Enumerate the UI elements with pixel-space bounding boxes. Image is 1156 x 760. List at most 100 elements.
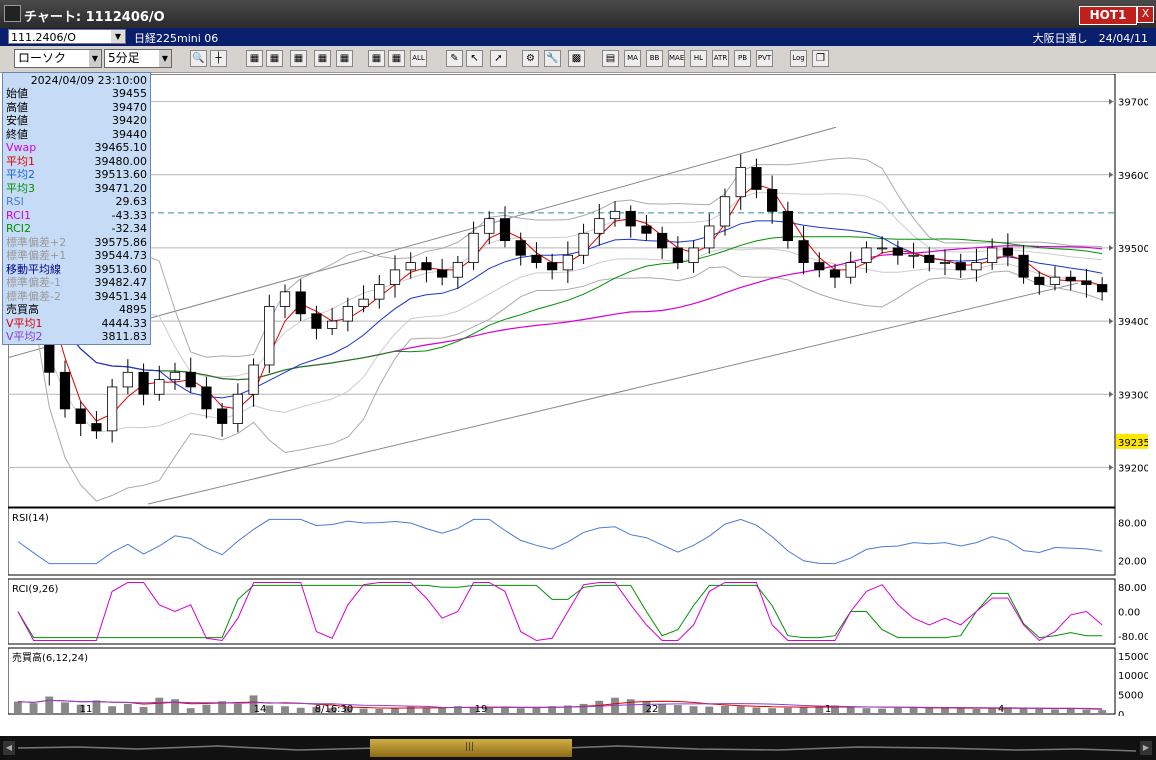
tool9-button[interactable]: ▦ bbox=[388, 50, 405, 67]
chart-type-select[interactable]: ローソク ▼ bbox=[14, 49, 102, 68]
data-row-value: 4895 bbox=[119, 303, 147, 316]
tool7-button[interactable]: ▦ bbox=[336, 50, 353, 67]
tool8-button[interactable]: ▦ bbox=[368, 50, 385, 67]
candle-body bbox=[59, 371, 71, 410]
price-frame bbox=[8, 74, 1116, 508]
x-axis-label: 14 bbox=[254, 704, 267, 715]
tool-icon: ▦ bbox=[317, 53, 328, 64]
scroll-left-icon[interactable]: ◀ bbox=[3, 741, 15, 755]
symbol-bar: 111.2406/O ▼ 日経225mini 06 大阪日通し 24/04/11 bbox=[0, 28, 1156, 46]
data-row: RSI 29.63 bbox=[6, 195, 150, 208]
candle-body bbox=[405, 262, 416, 271]
pb-button[interactable]: PB bbox=[734, 50, 751, 67]
data-row-label: RSI bbox=[6, 195, 24, 208]
scroll-thumb[interactable]: ||| bbox=[370, 739, 572, 757]
zoom-button[interactable]: 🔍 bbox=[190, 50, 207, 67]
candle-body bbox=[767, 189, 778, 212]
tool3-button[interactable]: ▦ bbox=[246, 50, 263, 67]
hl-button[interactable]: HL bbox=[690, 50, 707, 67]
chevron-down-icon[interactable]: ▼ bbox=[159, 50, 171, 67]
tool5-button[interactable]: ▦ bbox=[290, 50, 307, 67]
candle-body bbox=[122, 371, 133, 388]
tool4-button[interactable]: ▦ bbox=[266, 50, 283, 67]
rci-fast-line bbox=[17, 582, 1103, 642]
log-button[interactable]: Log bbox=[790, 50, 807, 67]
volume-bar bbox=[469, 707, 478, 714]
rsi-tick-label: 20.00 bbox=[1118, 556, 1147, 567]
mae-button[interactable]: MAE bbox=[668, 50, 685, 67]
window-button[interactable]: ❐ bbox=[812, 50, 829, 67]
atr-button[interactable]: ATR bbox=[712, 50, 729, 67]
candle-body bbox=[782, 210, 793, 242]
symbol-select[interactable]: 111.2406/O ▼ bbox=[8, 29, 126, 44]
volume-bar bbox=[328, 708, 337, 714]
close-button[interactable]: X bbox=[1137, 6, 1154, 23]
volume-bar bbox=[878, 708, 887, 714]
crosshair-icon: ┼ bbox=[215, 53, 222, 64]
hot-button[interactable]: HOT1 bbox=[1079, 6, 1137, 25]
volume-bar bbox=[218, 701, 227, 714]
volume-bar bbox=[548, 706, 557, 714]
candle-body bbox=[358, 298, 369, 307]
volume-bar bbox=[768, 708, 777, 714]
bb-button[interactable]: BB bbox=[646, 50, 663, 67]
data-row-label: 移動平均線 bbox=[6, 262, 61, 276]
volume-bar bbox=[108, 706, 117, 714]
pointer-button[interactable]: ↖ bbox=[466, 50, 483, 67]
pvt-button[interactable]: PVT bbox=[756, 50, 773, 67]
data-row: 平均3 39471.20 bbox=[6, 182, 150, 195]
pb-button-label: PB bbox=[737, 54, 748, 62]
pen-button[interactable]: ✎ bbox=[446, 50, 463, 67]
volume-bar bbox=[438, 707, 447, 714]
color-button[interactable]: ▩ bbox=[568, 50, 585, 67]
settings-button[interactable]: ⚙ bbox=[522, 50, 539, 67]
chevron-down-icon[interactable]: ▼ bbox=[111, 30, 125, 43]
table-button[interactable]: ▤ bbox=[602, 50, 619, 67]
data-row-label: 標準偏差+1 bbox=[6, 249, 67, 262]
volume-bar bbox=[516, 708, 525, 714]
tool6-button[interactable]: ▦ bbox=[314, 50, 331, 67]
rsi-frame bbox=[8, 507, 1116, 576]
volume-bar bbox=[1098, 710, 1107, 714]
scroll-right-icon[interactable]: ▶ bbox=[1140, 741, 1152, 755]
time-scrollbar[interactable]: ◀ ||| ▶ bbox=[0, 736, 1156, 760]
candle-body bbox=[939, 262, 951, 264]
candle-body bbox=[107, 386, 118, 432]
volume-bar bbox=[501, 706, 509, 714]
rsi-panel[interactable]: RSI(14) 80.00 20.00 bbox=[8, 507, 1147, 576]
data-row-value: 39420 bbox=[112, 114, 147, 127]
rci-panel[interactable]: RCI(9,26) 80.00 0.00 -80.00 bbox=[8, 578, 1148, 645]
candle-body bbox=[138, 371, 149, 395]
data-row: 始値 39455 bbox=[6, 87, 150, 100]
volume-bar bbox=[1051, 709, 1059, 714]
candle-body bbox=[499, 218, 511, 242]
arrow-button[interactable]: ➚ bbox=[490, 50, 507, 67]
data-row: RCI2 -32.34 bbox=[6, 222, 150, 235]
volume-bar bbox=[296, 707, 305, 714]
wrench-button[interactable]: 🔧 bbox=[544, 50, 561, 67]
candle-body bbox=[484, 218, 495, 234]
volume-bar bbox=[359, 708, 368, 714]
volume-bar bbox=[13, 701, 22, 714]
timeframe-select[interactable]: 5分足 ▼ bbox=[104, 49, 172, 68]
gear-icon: ⚙ bbox=[526, 53, 535, 64]
data-row-value: 39451.34 bbox=[94, 289, 148, 303]
x-axis-label: 8/16:30 bbox=[315, 704, 354, 715]
volume-panel[interactable]: 売買高(6,12,24) 15000 10000 5000 0 bbox=[8, 647, 1148, 716]
volume-bar bbox=[783, 707, 792, 714]
candle-body bbox=[75, 408, 86, 424]
candle-body bbox=[609, 210, 621, 220]
rci-tick-label: 0.00 bbox=[1118, 608, 1140, 619]
crosshair-button[interactable]: ┼ bbox=[210, 50, 227, 67]
chart-area[interactable]: 39700 39600 39500 39400 39300 39200 39235 RSI(… bbox=[8, 74, 1148, 716]
data-row-value: -32.34 bbox=[111, 222, 147, 235]
ma-button[interactable]: MA bbox=[624, 50, 641, 67]
price-tick-label: 39700 bbox=[1118, 98, 1148, 109]
volume-bar bbox=[1082, 709, 1091, 714]
candle-body bbox=[1065, 276, 1076, 282]
all-button[interactable]: ALL bbox=[410, 50, 427, 67]
chevron-down-icon[interactable]: ▼ bbox=[89, 50, 101, 67]
x-axis-label: 1 bbox=[825, 704, 831, 715]
session-date: 大阪日通し 24/04/11 bbox=[1032, 32, 1148, 45]
volume-bar bbox=[956, 708, 965, 714]
